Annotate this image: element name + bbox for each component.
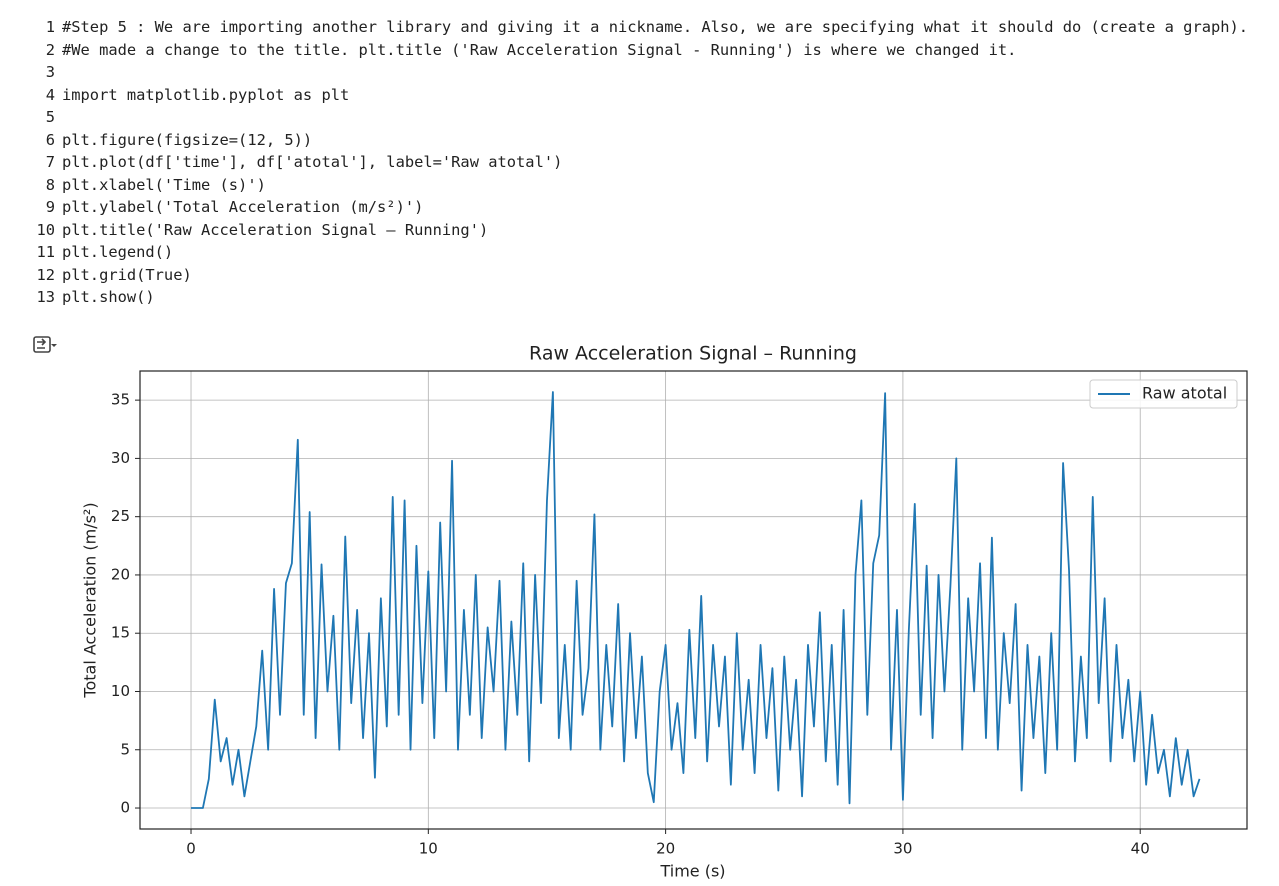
line-number: 8 — [45, 175, 55, 194]
line-number: 10 — [36, 220, 55, 239]
chart: Raw Acceleration Signal – Running Time (… — [81, 343, 1248, 881]
code-line: plt.figure(figsize=(12, 5)) — [62, 130, 313, 149]
line-number: 2 — [45, 40, 55, 59]
code-line: plt.ylabel('Total Acceleration (m/s²)') — [62, 198, 424, 216]
y-tick-label: 15 — [111, 624, 130, 642]
code-line: plt.grid(True) — [62, 265, 192, 284]
chart-title: Raw Acceleration Signal – Running — [529, 343, 857, 365]
x-axis-label: Time (s) — [659, 862, 725, 881]
legend-label: Raw atotal — [1142, 384, 1227, 403]
line-number: 1 — [45, 18, 55, 36]
code-line: plt.plot(df['time'], df['atotal'], label… — [62, 153, 563, 171]
code-line: import matplotlib.pyplot as plt — [62, 85, 350, 104]
x-tick-label: 0 — [186, 840, 196, 858]
y-tick-label: 20 — [111, 565, 130, 583]
y-tick-label: 30 — [111, 449, 130, 467]
code-line: plt.title('Raw Acceleration Signal – Run… — [62, 220, 489, 239]
line-number: 4 — [45, 85, 55, 104]
line-number: 11 — [36, 243, 55, 261]
y-tick-label: 35 — [111, 391, 130, 409]
y-tick-label: 10 — [111, 682, 130, 700]
code-line: plt.legend() — [62, 243, 174, 261]
code-line: #We made a change to the title. plt.titl… — [62, 40, 1017, 59]
legend-box — [1089, 379, 1238, 409]
plot-frame — [139, 370, 1248, 830]
x-tick-label: 40 — [1131, 840, 1150, 858]
line-number: 12 — [36, 265, 55, 284]
line-number: 9 — [45, 198, 55, 216]
x-tick-label: 30 — [893, 840, 912, 858]
line-number: 3 — [45, 63, 55, 81]
y-tick-label: 0 — [120, 799, 130, 817]
code-line: plt.xlabel('Time (s)') — [62, 175, 266, 194]
line-number: 13 — [36, 288, 55, 306]
line-number: 7 — [45, 153, 55, 171]
output-toggle[interactable] — [32, 334, 58, 356]
code-line: plt.show() — [62, 288, 155, 306]
data-line — [191, 391, 1201, 809]
line-number: 6 — [45, 130, 55, 149]
line-number: 5 — [45, 108, 55, 126]
x-tick-label: 20 — [656, 840, 675, 858]
x-tick-label: 10 — [419, 840, 438, 858]
y-axis-label: Total Acceleration (m/s²) — [81, 502, 100, 698]
code-line: #Step 5 : We are importing another libra… — [62, 18, 1249, 36]
y-tick-label: 5 — [120, 740, 130, 758]
y-tick-label: 25 — [111, 507, 130, 525]
